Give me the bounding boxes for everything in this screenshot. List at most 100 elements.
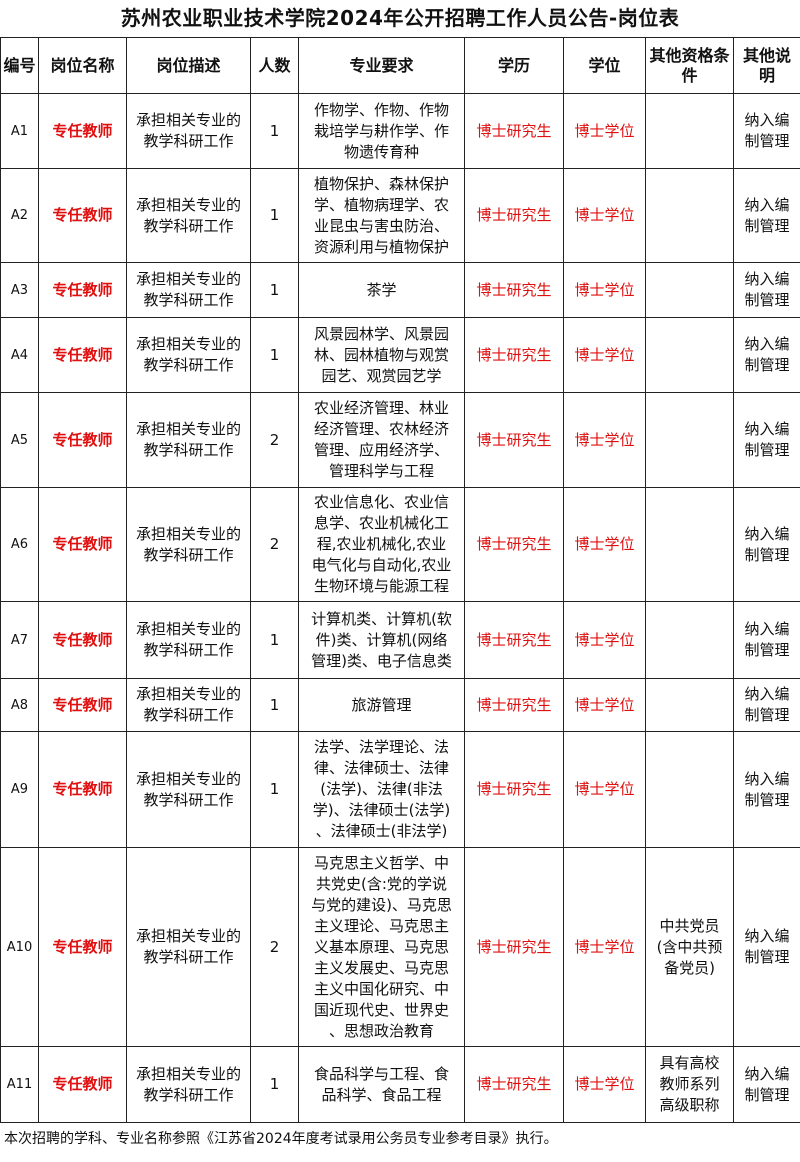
cell-line: 纳入编	[744, 769, 790, 788]
cell-line: 教学科研工作	[143, 291, 234, 309]
position-description: 承担相关专业的 教学科研工作	[126, 392, 251, 488]
cell-line: 承担相关专业的	[135, 685, 241, 703]
cell-line: 资源利用与植物保护	[313, 237, 449, 256]
cell-line: 教学科研工作	[143, 706, 234, 724]
other-qualifications	[645, 262, 734, 318]
position-description: 承担相关专业的 教学科研工作	[126, 678, 251, 732]
position-id: A4	[0, 317, 39, 393]
cell-line: 纳入编	[744, 1064, 790, 1083]
table-row: A5 专任教师 承担相关专业的 教学科研工作 2 农业经济管理、林业 经济管理、农林经济 管理…	[0, 392, 800, 488]
table-row: A7 专任教师 承担相关专业的 教学科研工作 1 计算机类、计算机(软 件)类、计算机(网络…	[0, 601, 800, 679]
cell-line: 马克思主义哲学、中	[313, 853, 449, 872]
cell-line: 制管理	[744, 948, 790, 966]
cell-line: 林、园林植物与观赏	[313, 345, 449, 364]
major-requirements: 植物保护、森林保护 学、植物病理学、农 业昆虫与害虫防治、 资源利用与植物保护	[298, 168, 465, 263]
cell-line: 承担相关专业的	[135, 524, 241, 543]
education: 博士研究生	[464, 487, 564, 602]
position-name: 专任教师	[38, 317, 127, 393]
major-requirements: 农业经济管理、林业 经济管理、农林经济 管理、应用经济学、 管理科学与工程	[298, 392, 465, 488]
cell-line: 教学科研工作	[143, 545, 234, 564]
cell-line: 旅游管理	[351, 695, 412, 714]
cell-line: 管理、应用经济学、	[313, 441, 449, 459]
cell-line: 具有高校	[659, 1054, 720, 1072]
cell-line: 承担相关专业的	[135, 195, 241, 214]
degree: 博士学位	[563, 262, 646, 318]
position-description: 承担相关专业的 教学科研工作	[126, 731, 251, 848]
cell-line: 计算机类、计算机(软	[311, 609, 452, 628]
position-id: A7	[0, 601, 39, 679]
cell-line: 主义发展史、马克思	[313, 958, 449, 977]
position-name: 专任教师	[38, 731, 127, 848]
headcount: 2	[250, 487, 299, 602]
cell-line: 高级职称	[659, 1096, 720, 1114]
header-education: 学历	[464, 37, 564, 94]
cell-line: 承担相关专业的	[135, 111, 241, 129]
position-description: 承担相关专业的 教学科研工作	[126, 1046, 251, 1123]
cell-line: 共党史(含:党的学说	[316, 874, 447, 893]
table-row: A2 专任教师 承担相关专业的 教学科研工作 1 植物保护、森林保护 学、植物病理学、农 业昆…	[0, 168, 800, 263]
other-notes: 纳入编 制管理	[733, 678, 800, 732]
education: 博士研究生	[464, 1046, 564, 1123]
cell-line: 义基本原理、马克思	[313, 937, 449, 956]
other-notes: 纳入编 制管理	[733, 168, 800, 263]
cell-line: 制管理	[744, 216, 790, 235]
other-notes: 纳入编 制管理	[733, 601, 800, 679]
headcount: 1	[250, 1046, 299, 1123]
position-name: 专任教师	[38, 392, 127, 488]
other-notes: 纳入编 制管理	[733, 731, 800, 848]
other-qualifications	[645, 678, 734, 732]
cell-line: 中共党员	[659, 916, 720, 935]
education: 博士研究生	[464, 262, 564, 318]
table-row: A1 专任教师 承担相关专业的 教学科研工作 1 作物学、作物、作物 栽培学与耕作学、作 物遗…	[0, 93, 800, 169]
cell-line: 教学科研工作	[143, 216, 234, 235]
cell-line: 农业信息化、农业信	[313, 493, 449, 511]
position-id: A2	[0, 168, 39, 263]
cell-line: 制管理	[744, 1085, 790, 1104]
other-qualifications	[645, 392, 734, 488]
cell-line: (含中共预	[656, 937, 723, 956]
other-notes: 纳入编 制管理	[733, 1046, 800, 1123]
position-name: 专任教师	[38, 1046, 127, 1123]
other-qualifications	[645, 93, 734, 169]
degree: 博士学位	[563, 678, 646, 732]
other-qualifications	[645, 601, 734, 679]
cell-line: 制管理	[744, 441, 790, 459]
cell-line: 纳入编	[744, 335, 790, 353]
other-notes: 纳入编 制管理	[733, 93, 800, 169]
cell-line: 主义理论、马克思主	[313, 916, 449, 935]
cell-line: 教学科研工作	[143, 132, 234, 150]
position-id: A9	[0, 731, 39, 848]
header-degree: 学位	[563, 37, 646, 94]
degree: 博士学位	[563, 847, 646, 1047]
headcount: 1	[250, 731, 299, 848]
cell-line: 纳入编	[744, 195, 790, 214]
degree: 博士学位	[563, 487, 646, 602]
position-id: A5	[0, 392, 39, 488]
cell-line: 园艺、观赏园艺学	[321, 366, 442, 385]
cell-line: 备党员)	[664, 958, 715, 977]
cell-line: 制管理	[744, 291, 790, 309]
other-qualifications	[645, 487, 734, 602]
cell-line: 生物环境与能源工程	[313, 577, 449, 595]
cell-line: 电气化与自动化,农业	[311, 556, 452, 574]
other-qualifications	[645, 731, 734, 848]
position-id: A11	[0, 1046, 39, 1123]
degree: 博士学位	[563, 93, 646, 169]
cell-line: 制管理	[744, 641, 790, 659]
headcount: 1	[250, 262, 299, 318]
headcount: 1	[250, 168, 299, 263]
cell-line: 主义中国化研究、中	[313, 979, 449, 998]
cell-line: 纳入编	[744, 111, 790, 129]
major-requirements: 作物学、作物、作物 栽培学与耕作学、作 物遗传育种	[298, 93, 465, 169]
cell-line: 息学、农业机械化工	[313, 514, 449, 532]
cell-line: 教学科研工作	[143, 948, 234, 966]
position-name: 专任教师	[38, 93, 127, 169]
major-requirements: 食品科学与工程、食 品科学、食品工程	[298, 1046, 465, 1123]
position-description: 承担相关专业的 教学科研工作	[126, 487, 251, 602]
table-row: A11 专任教师 承担相关专业的 教学科研工作 1 食品科学与工程、食 品科学、食品工程 博士…	[0, 1046, 800, 1123]
cell-line: 与党的建设)、马克思	[311, 895, 452, 914]
cell-line: 制管理	[744, 706, 790, 724]
cell-line: 法学、法学理论、法	[313, 738, 449, 756]
position-id: A10	[0, 847, 39, 1047]
education: 博士研究生	[464, 317, 564, 393]
